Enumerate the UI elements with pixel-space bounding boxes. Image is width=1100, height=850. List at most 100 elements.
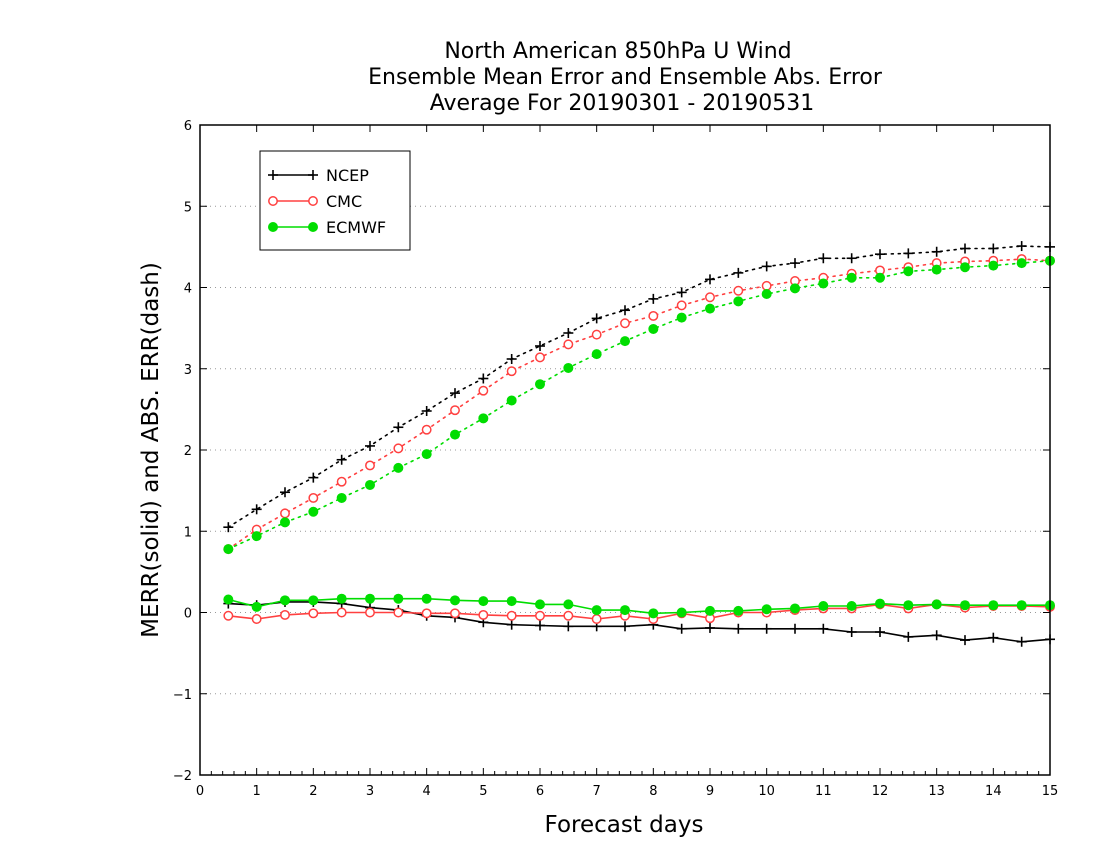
ecmwf-mean-err-point xyxy=(1016,600,1027,611)
legend-entry-ecmwf: ECMWF xyxy=(268,218,386,237)
legend-entry-cmc: CMC xyxy=(268,192,362,211)
cmc-abs-err-point xyxy=(478,385,489,396)
ecmwf-mean-err-point xyxy=(931,599,942,610)
y-axis-ticks: −2 −1 0 1 2 3 4 5 6 xyxy=(173,119,1050,784)
cmc-abs-err-point xyxy=(535,352,545,363)
cmc-abs-err-point xyxy=(280,508,290,519)
ncep-abs-err-point xyxy=(705,274,715,285)
ecmwf-mean-err-point xyxy=(450,595,460,606)
ecmwf-abs-err-point xyxy=(761,289,772,299)
ecmwf-mean-err-point xyxy=(506,596,517,607)
ecmwf-mean-err-point xyxy=(535,599,545,610)
cmc-abs-err-point xyxy=(336,476,347,487)
ncep-abs-err-point xyxy=(280,487,290,498)
ecmwf-mean-err-point xyxy=(251,601,262,612)
legend-marker xyxy=(308,196,318,206)
title-line-1: North American 850hPa U Wind xyxy=(444,39,791,64)
ncep-mean-err-point xyxy=(761,623,772,634)
ncep-abs-err-point xyxy=(450,388,460,399)
x-tick-label: 9 xyxy=(706,784,714,799)
x-tick-label: 12 xyxy=(872,784,889,799)
y-tick-label: 0 xyxy=(184,607,192,622)
ecmwf-mean-err-point xyxy=(336,593,347,604)
ncep-abs-err-point xyxy=(421,406,432,416)
y-tick-label: 3 xyxy=(184,363,192,378)
ncep-abs-err-point xyxy=(761,261,772,272)
ecmwf-abs-err-point xyxy=(393,462,404,473)
ncep-mean-err-point xyxy=(733,623,744,634)
ncep-mean-err-point xyxy=(931,630,942,641)
ecmwf-abs-err-point xyxy=(563,362,574,373)
ecmwf-abs-err-point xyxy=(818,278,829,289)
ecmwf-mean-err-point xyxy=(988,600,999,611)
cmc-mean-err-point xyxy=(591,614,602,624)
ecmwf-abs-err-point xyxy=(705,303,715,314)
cmc-abs-err-point xyxy=(761,280,772,291)
ncep-abs-err-point xyxy=(393,422,404,433)
ncep-abs-err-point xyxy=(620,305,630,316)
cmc-abs-err-point xyxy=(648,310,659,321)
ncep-abs-err-point xyxy=(251,504,262,515)
chart-title: North American 850hPa U Wind Ensemble Me… xyxy=(368,39,883,116)
cmc-abs-err-point xyxy=(733,285,744,296)
ecmwf-mean-err-point xyxy=(280,595,290,606)
x-tick-label: 3 xyxy=(366,784,374,799)
x-tick-label: 14 xyxy=(985,784,1002,799)
ecmwf-mean-err-point xyxy=(393,593,404,604)
ncep-mean-err-point xyxy=(903,631,914,642)
ncep-abs-err-point xyxy=(818,253,829,264)
ecmwf-mean-err-point xyxy=(818,601,829,611)
x-tick-label: 1 xyxy=(253,784,261,799)
ncep-mean-err-point xyxy=(846,627,857,637)
ncep-mean-err-point xyxy=(988,632,999,643)
ncep-abs-err-point xyxy=(365,440,375,451)
ecmwf-abs-err-point xyxy=(733,296,744,307)
ecmwf-abs-err-point xyxy=(988,260,999,271)
plot-frame xyxy=(199,124,1051,776)
cmc-mean-err-point xyxy=(535,610,545,621)
ncep-mean-err-point xyxy=(875,627,885,637)
ncep-abs-err-point xyxy=(988,243,999,254)
y-tick-label: −1 xyxy=(173,688,192,703)
cmc-abs-err-point xyxy=(676,300,687,311)
ncep-abs-err-point xyxy=(563,328,574,338)
cmc-mean-err-point xyxy=(308,608,319,619)
cmc-mean-err-point xyxy=(336,607,347,618)
ncep-mean-err-point xyxy=(790,623,800,634)
cmc-abs-err-point xyxy=(705,292,715,303)
ecmwf-mean-err-point xyxy=(648,608,659,619)
ncep-mean-err-point xyxy=(535,620,545,631)
x-tick-label: 10 xyxy=(758,784,775,799)
cmc-mean-err-point xyxy=(478,609,489,620)
ecmwf-mean-err-point xyxy=(846,601,857,611)
ncep-abs-err-point xyxy=(308,472,319,483)
legend-label: CMC xyxy=(326,192,362,211)
legend-marker xyxy=(268,196,278,206)
ecmwf-mean-err-point xyxy=(365,593,375,604)
legend-entry-ncep: NCEP xyxy=(268,166,369,185)
ecmwf-abs-err-point xyxy=(421,449,432,460)
ecmwf-mean-err-point xyxy=(733,605,744,616)
cmc-mean-err-point xyxy=(393,607,404,618)
ncep-mean-err-point xyxy=(818,623,829,634)
ecmwf-mean-err-point xyxy=(478,596,489,607)
series-ecmwf xyxy=(223,255,1055,619)
cmc-abs-err-point xyxy=(421,424,432,435)
cmc-abs-err-point xyxy=(393,443,404,454)
ecmwf-abs-err-line xyxy=(227,259,1051,550)
cmc-mean-err-point xyxy=(365,607,375,618)
ecmwf-abs-err-point xyxy=(620,336,630,347)
ecmwf-mean-err-point xyxy=(705,605,715,616)
ecmwf-mean-err-point xyxy=(903,600,914,611)
cmc-abs-err-point xyxy=(450,405,460,416)
title-line-2: Ensemble Mean Error and Ensemble Abs. Er… xyxy=(368,65,883,90)
ecmwf-mean-err-point xyxy=(421,593,432,604)
cmc-abs-err-point xyxy=(506,366,517,377)
ncep-mean-err-point xyxy=(1016,636,1027,647)
ncep-abs-err-point xyxy=(1016,241,1027,252)
cmc-mean-err-point xyxy=(563,610,574,621)
legend-marker xyxy=(268,222,278,232)
ecmwf-abs-err-point xyxy=(931,264,942,275)
ncep-abs-err-point xyxy=(336,454,347,465)
